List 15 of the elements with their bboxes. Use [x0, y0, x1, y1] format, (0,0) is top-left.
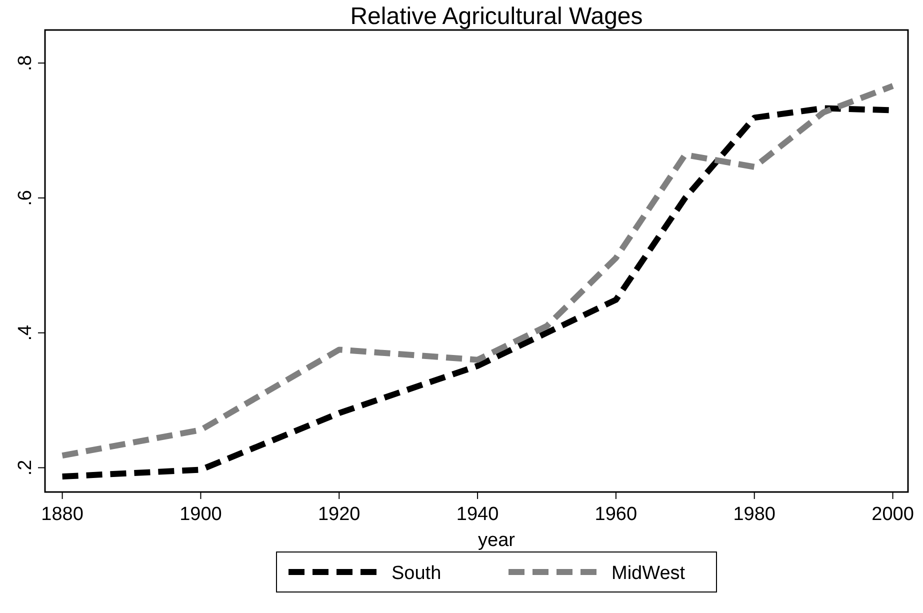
x-tick-label: 2000	[872, 504, 914, 525]
legend-label: South	[392, 563, 442, 584]
chart-title: Relative Agricultural Wages	[350, 3, 643, 30]
y-tick-label: .2	[15, 460, 36, 476]
y-tick-label: .6	[15, 190, 36, 206]
legend-label: MidWest	[612, 563, 686, 584]
x-tick-label: 1920	[318, 504, 360, 525]
x-tick-label: 1940	[456, 504, 499, 525]
y-tick-label: .8	[15, 55, 36, 71]
x-tick-label: 1980	[733, 504, 776, 525]
x-axis-title: year	[478, 530, 516, 551]
x-tick-label: 1900	[180, 504, 222, 525]
x-tick-label: 1960	[594, 504, 638, 525]
x-tick-label: 1880	[41, 504, 84, 525]
y-tick-label: .4	[15, 324, 36, 341]
